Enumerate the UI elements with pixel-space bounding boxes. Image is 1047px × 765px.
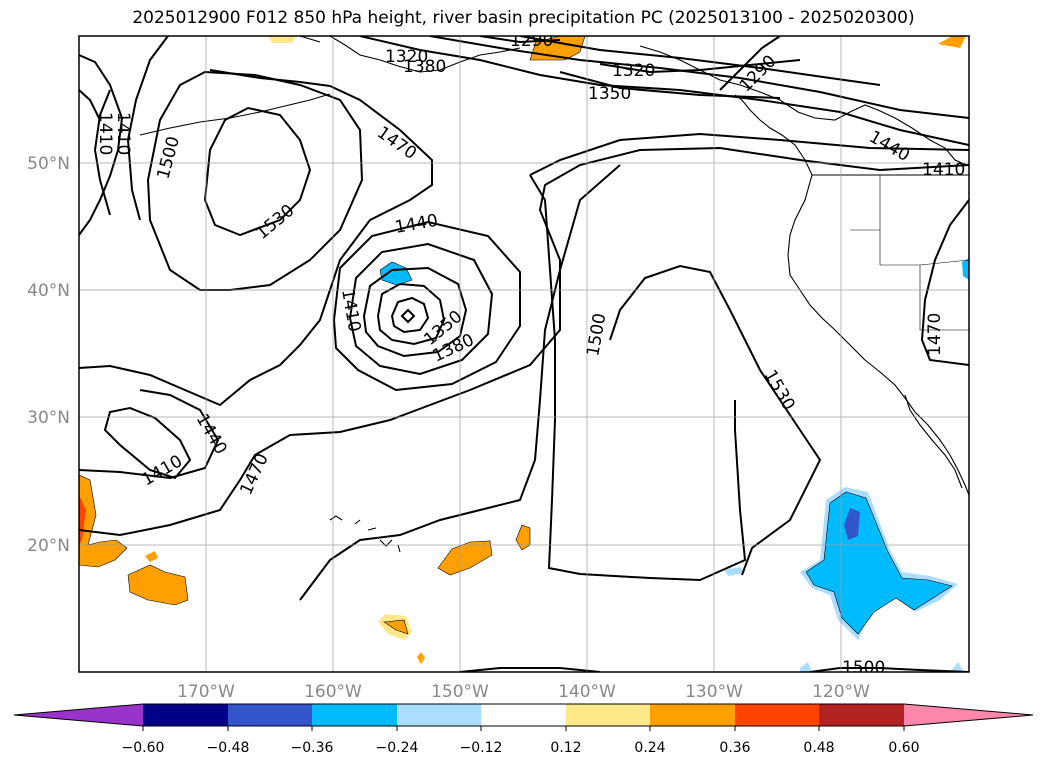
shade-negative-small [724,567,745,576]
contour-1410-southwest [103,406,192,480]
shade-positive-south-core [383,619,409,635]
contour-1320-north [599,59,801,74]
contour-low-6 [332,220,521,392]
contour-label: 1290 [510,31,553,51]
shade-positive-west-edge [79,474,128,568]
precipitation-shading [79,36,969,672]
lat-label-20n: 20°N [27,536,70,556]
shade-positive-west-core [79,495,86,545]
shade-positive-hawaii-east [437,540,493,576]
lon-labels: 170°W 160°W 150°W 140°W 130°W 120°W [177,682,870,702]
contour-label: 1470 [925,313,945,356]
colorbar-tick-label: 0.36 [719,740,750,756]
contour-1440-north [359,36,969,146]
contour-bottom-left [459,667,601,672]
coastline-aleutians [139,93,331,136]
colorbar-tick-label: −0.36 [291,740,334,756]
contour-1530-central [609,264,822,576]
colorbar-tick-label: −0.12 [460,740,503,756]
contour-label: 1410 [113,112,133,155]
coastline-baja [904,394,963,489]
map-title: 2025012900 F012 850 hPa height, river ba… [132,8,915,28]
lon-label-120w: 120°W [812,682,870,702]
coastlines [139,36,969,553]
colorbar-segment [650,704,735,726]
contour-label: 1410 [922,160,965,180]
contour-label: 1380 [403,57,446,77]
lat-label-30n: 30°N [27,408,70,428]
contour-1470-east [920,199,969,366]
shade-positive-top-left [268,36,296,43]
lat-label-40n: 40°N [27,281,70,301]
contour-1500-bottom [809,667,969,672]
shade-negative-low-center [379,261,413,286]
colorbar-segment [566,704,650,726]
map-frame [78,35,970,673]
shade-positive-central [515,524,531,551]
contour-1350-north [559,71,781,99]
contour-1470-west-upper [79,89,101,121]
colorbar-segment [143,704,228,726]
colorbar-segment [228,704,312,726]
contour-1470 [79,69,433,407]
colorbar-tick-label: 0.24 [634,740,665,756]
colorbar-tick-label: 0.60 [888,740,919,756]
shade-negative-bottom-right [950,662,964,672]
contour-label: 1500 [842,658,885,678]
colorbar-segment [397,704,481,726]
colorbar-tick-label: 0.12 [550,740,581,756]
lon-label-170w: 170°W [177,682,235,702]
contour-low-4 [362,266,468,358]
contour-label: 1320 [612,61,655,81]
lon-label-150w: 150°W [431,682,489,702]
colorbar-segment [735,704,819,726]
contour-1500-central [529,132,969,582]
shade-negative-east-pacific-core [844,508,860,540]
colorbar-segment [312,704,397,726]
colorbar-tick-label: 0.48 [803,740,834,756]
contour-1440-northwest [79,54,124,236]
lat-labels: 50°N 40°N 30°N 20°N [27,154,70,556]
coastline-alaska [299,36,521,73]
shade-positive-hawaii-west [127,564,189,606]
colorbar-segment [481,704,566,726]
contour-low-5 [348,242,494,376]
lat-label-50n: 50°N [27,154,70,174]
shade-negative-coast [962,258,969,280]
colorbar-extend-max [904,704,1033,726]
contour-low-inner-2 [390,296,430,334]
colorbar-extend-min [14,704,143,726]
contour-1440-southwest [79,389,220,480]
contour-low-inner-1 [400,308,416,324]
lon-label-160w: 160°W [304,682,362,702]
colorbar [13,703,1034,731]
gridlines [79,36,969,672]
contour-1530-west [203,106,312,237]
contour-low-3 [376,282,446,346]
contour-label: 1350 [588,84,631,104]
colorbar-tick-label: −0.24 [376,740,419,756]
contour-label: 1320 [385,47,428,67]
contour-label: 1410 [95,112,115,155]
contour-1290-north [479,36,781,91]
colorbar-tick-label: −0.60 [122,740,165,756]
colorbar-tick-label: −0.48 [207,740,250,756]
shade-positive-hawaii-small [145,551,158,562]
shade-negative-bottom [800,662,812,672]
lon-label-140w: 140°W [558,682,616,702]
contour-1500-south [299,164,621,601]
coastline-hawaii [329,515,401,553]
border-states [850,175,969,331]
colorbar-ticks: −0.60 −0.48 −0.36 −0.24 −0.12 0.12 0.24 … [122,740,920,756]
lon-label-130w: 130°W [685,682,743,702]
shade-positive-top-right [938,36,966,48]
colorbar-segment [819,704,904,726]
shade-positive-tiny [417,652,425,664]
contour-1470-south [79,146,969,537]
contour-1410-north [429,36,969,119]
